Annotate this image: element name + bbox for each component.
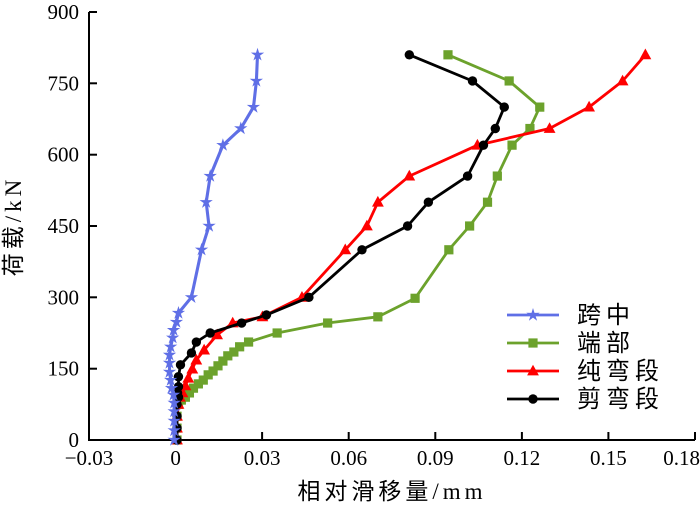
legend-item-pure-bending: 纯弯段 — [507, 358, 664, 385]
square-marker-icon — [505, 76, 514, 85]
legend-label-end: 端部 — [577, 330, 635, 357]
circle-marker-icon — [468, 76, 477, 85]
x-tick-label: 0.09 — [417, 446, 454, 470]
series-midspan — [163, 48, 264, 446]
star-marker-icon — [247, 100, 260, 113]
series-shear-bending — [172, 50, 509, 445]
triangle-marker-icon — [640, 49, 652, 60]
circle-marker-icon — [262, 310, 271, 319]
x-tick-label: 0.03 — [244, 446, 281, 470]
circle-marker-icon — [463, 171, 472, 180]
square-marker-icon — [373, 312, 382, 321]
circle-marker-icon — [187, 348, 196, 357]
square-marker-icon — [507, 141, 516, 150]
circle-marker-icon — [500, 102, 509, 111]
square-marker-icon — [465, 221, 474, 230]
square-marker-icon — [235, 342, 244, 351]
square-marker-icon — [444, 245, 453, 254]
square-marker-icon — [244, 337, 253, 346]
legend-circle-icon — [528, 394, 537, 403]
series-pure-bending — [171, 49, 651, 445]
x-tick-label: −0.03 — [65, 446, 114, 470]
legend-item-end: 端部 — [507, 330, 635, 357]
legend-label-midspan: 跨中 — [577, 302, 635, 329]
triangle-marker-icon — [361, 220, 373, 231]
square-marker-icon — [273, 328, 282, 337]
legend-item-shear-bending: 剪弯段 — [507, 386, 664, 413]
circle-marker-icon — [237, 318, 246, 327]
series-pure-bending-markers — [171, 49, 651, 445]
circle-marker-icon — [357, 245, 366, 254]
circle-marker-icon — [405, 50, 414, 59]
triangle-marker-icon — [182, 372, 194, 383]
square-marker-icon — [535, 103, 544, 112]
square-marker-icon — [443, 50, 452, 59]
y-tick-label: 150 — [48, 357, 80, 381]
y-tick-label: 900 — [48, 0, 80, 24]
square-marker-icon — [493, 171, 502, 180]
y-tick-label: 750 — [48, 71, 80, 95]
y-tick-label: 300 — [48, 285, 80, 309]
circle-marker-icon — [479, 140, 488, 149]
legend-label-pure-bending: 纯弯段 — [577, 358, 664, 385]
y-tick-label: 600 — [48, 143, 80, 167]
circle-marker-icon — [403, 221, 412, 230]
series-shear-bending-markers — [172, 50, 509, 445]
square-marker-icon — [410, 294, 419, 303]
circle-marker-icon — [206, 328, 215, 337]
circle-marker-icon — [192, 337, 201, 346]
x-tick-label: 0.06 — [330, 446, 367, 470]
circle-marker-icon — [424, 198, 433, 207]
x-tick-label: 0.15 — [590, 446, 627, 470]
circle-marker-icon — [491, 124, 500, 133]
series-shear-bending-line — [177, 55, 504, 440]
square-marker-icon — [323, 318, 332, 327]
legend-label-shear-bending: 剪弯段 — [577, 386, 664, 413]
series-pure-bending-line — [177, 55, 645, 440]
circle-marker-icon — [304, 293, 313, 302]
series-midspan-markers — [163, 48, 264, 446]
x-tick-label: 0 — [170, 446, 181, 470]
x-axis-title: 相对滑移量/mm — [297, 479, 486, 504]
x-tick-label: 0.12 — [504, 446, 541, 470]
x-tick-label: 0.18 — [663, 446, 700, 470]
circle-marker-icon — [176, 360, 185, 369]
circle-marker-icon — [174, 372, 183, 381]
y-tick-label: 450 — [48, 214, 80, 238]
square-marker-icon — [483, 198, 492, 207]
y-axis-title: 荷载/kN — [1, 176, 26, 277]
legend-item-midspan: 跨中 — [507, 302, 635, 329]
legend-square-icon — [528, 338, 537, 347]
